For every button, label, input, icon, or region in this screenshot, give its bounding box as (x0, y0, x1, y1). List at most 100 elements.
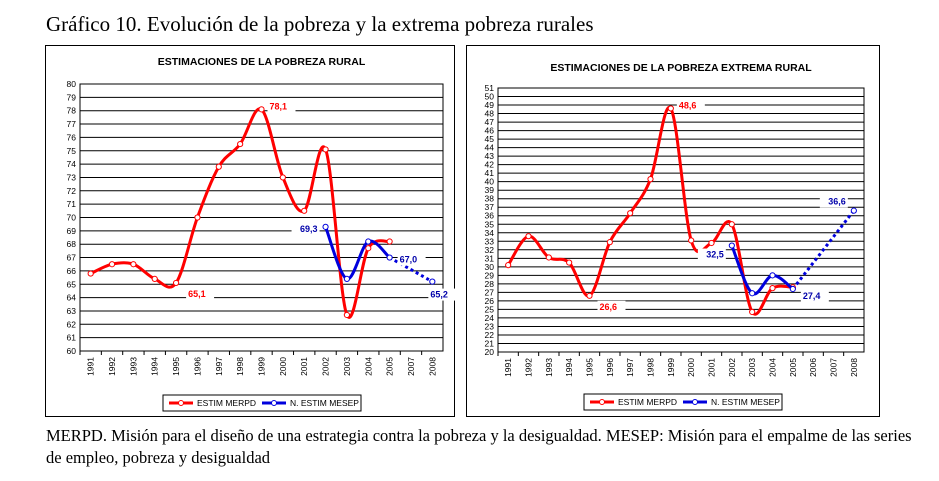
y-tick-label: 35 (485, 219, 495, 229)
chart-panel-rural-poverty: ESTIMACIONES DE LA POBREZA RURAL 60 61 62 63… (45, 45, 456, 417)
x-tick-label: 1997 (214, 357, 224, 376)
data-label: 36,6 (828, 197, 846, 207)
data-point-merpd (769, 285, 776, 292)
chart-panel-extreme-rural-poverty: ESTIMACIONES DE LA POBREZA EXTREMA RURAL… (466, 45, 880, 417)
data-point-merpd (566, 259, 573, 266)
series-line-merpd (90, 107, 391, 319)
y-tick-label: 42 (485, 160, 495, 170)
y-tick-label: 70 (67, 213, 77, 223)
y-tick-label: 67 (67, 253, 77, 263)
data-label-bg (800, 289, 829, 302)
x-tick-label: 2000 (686, 358, 696, 377)
data-point-merpd (279, 174, 286, 181)
data-point-merpd (667, 105, 674, 112)
y-tick-label: 78 (67, 106, 77, 116)
y-tick-label: 63 (67, 306, 77, 316)
data-point-mesep (749, 290, 756, 297)
y-tick-label: 77 (67, 119, 77, 129)
data-point-merpd (215, 163, 222, 170)
y-tick-label: 76 (67, 132, 77, 142)
y-tick-label: 34 (485, 228, 495, 238)
x-tick-label: 1998 (235, 357, 245, 376)
y-tick-label: 30 (485, 262, 495, 272)
y-tick-label: 33 (485, 236, 495, 246)
data-point-merpd (525, 233, 532, 240)
legend-label: ESTIM MERPD (197, 398, 256, 408)
y-tick-label: 79 (67, 92, 77, 102)
data-point-merpd (708, 239, 715, 247)
chart-title: ESTIMACIONES DE LA POBREZA EXTREMA RURAL (550, 62, 812, 74)
x-tick-label: 2007 (406, 357, 416, 376)
x-tick-label: 1999 (257, 357, 267, 376)
data-label-bg (397, 253, 426, 266)
data-point-merpd (194, 214, 201, 221)
x-tick-label: 1996 (192, 357, 202, 376)
y-tick-label: 32 (485, 245, 495, 255)
data-point-merpd (749, 308, 756, 316)
x-tick-label: 1998 (646, 358, 656, 377)
x-tick-label: 1994 (150, 357, 160, 376)
y-tick-label: 41 (485, 168, 495, 178)
y-tick-label: 72 (67, 186, 77, 196)
legend-label: ESTIM MERPD (618, 397, 677, 407)
y-tick-label: 22 (485, 330, 495, 340)
x-tick-label: 1994 (564, 358, 574, 377)
y-tick-label: 39 (485, 185, 495, 195)
x-tick-label: 2007 (829, 358, 839, 377)
data-label: 27,4 (803, 291, 821, 301)
y-tick-label: 45 (485, 134, 495, 144)
figure-caption: MERPD. Misión para el diseño de una estr… (46, 426, 912, 467)
data-point-merpd (108, 261, 116, 268)
data-point-merpd (386, 238, 393, 245)
y-tick-label: 37 (485, 202, 495, 212)
y-tick-label: 31 (485, 253, 495, 263)
y-tick-label: 68 (67, 239, 77, 249)
data-point-merpd (322, 146, 329, 153)
legend-swatch-marker (692, 399, 698, 405)
x-tick-label: 2001 (707, 358, 717, 377)
x-tick-label: 2005 (788, 358, 798, 377)
y-tick-label: 29 (485, 270, 495, 280)
data-label-bg (428, 288, 456, 301)
y-tick-label: 20 (485, 347, 495, 357)
chart-rural-poverty: ESTIMACIONES DE LA POBREZA RURAL 60 61 62 63… (67, 56, 456, 412)
data-point-merpd (728, 221, 735, 228)
x-tick-label: 2003 (747, 358, 757, 377)
y-tick-label: 27 (485, 287, 495, 297)
x-tick-label: 2008 (427, 357, 437, 376)
plot-area (497, 87, 865, 353)
legend-label: N. ESTIM MESEP (290, 398, 359, 408)
chart-extreme-rural-poverty: ESTIMACIONES DE LA POBREZA EXTREMA RURAL… (485, 62, 865, 411)
x-tick-label: 1997 (625, 358, 635, 377)
data-point-merpd (151, 275, 158, 283)
legend-swatch-marker (599, 399, 605, 405)
data-point-merpd (647, 176, 654, 183)
data-point-mesep (343, 275, 351, 283)
data-point-merpd (258, 106, 265, 113)
legend: ESTIM MERPD N. ESTIM MESEP (583, 393, 783, 411)
data-label: 65,1 (188, 289, 206, 299)
y-tick-label: 73 (67, 172, 77, 182)
y-tick-label: 43 (485, 151, 495, 161)
x-tick-label: 2001 (299, 357, 309, 376)
x-tick-label: 2004 (768, 358, 778, 377)
x-tick-label: 2006 (808, 358, 818, 377)
data-point-merpd (586, 292, 593, 299)
series-line-merpd (506, 105, 793, 316)
x-tick-label: 2005 (385, 357, 395, 376)
data-label: 65,2 (430, 290, 448, 300)
y-tick-label: 51 (485, 83, 495, 93)
series-line-mesep (730, 244, 794, 296)
data-point-merpd (237, 140, 244, 148)
data-label-bg (186, 287, 215, 300)
data-label-bg (819, 195, 848, 208)
y-tick-label: 60 (67, 346, 77, 356)
series-line-mesep (324, 226, 391, 281)
data-point-mesep (769, 272, 776, 279)
y-tick-label: 23 (485, 321, 495, 331)
x-tick-label: 1999 (666, 358, 676, 377)
data-point-mesep (789, 285, 796, 293)
plot-area (79, 83, 444, 352)
y-tick-label: 66 (67, 266, 77, 276)
y-tick-label: 49 (485, 100, 495, 110)
